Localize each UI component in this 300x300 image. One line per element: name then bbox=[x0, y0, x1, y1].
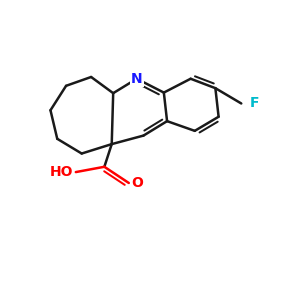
Text: F: F bbox=[250, 97, 260, 110]
Text: N: N bbox=[131, 72, 142, 86]
Text: O: O bbox=[132, 176, 144, 190]
Text: HO: HO bbox=[50, 165, 73, 179]
